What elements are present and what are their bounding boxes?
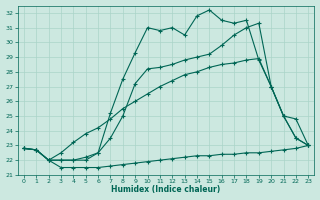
X-axis label: Humidex (Indice chaleur): Humidex (Indice chaleur) (111, 185, 221, 194)
